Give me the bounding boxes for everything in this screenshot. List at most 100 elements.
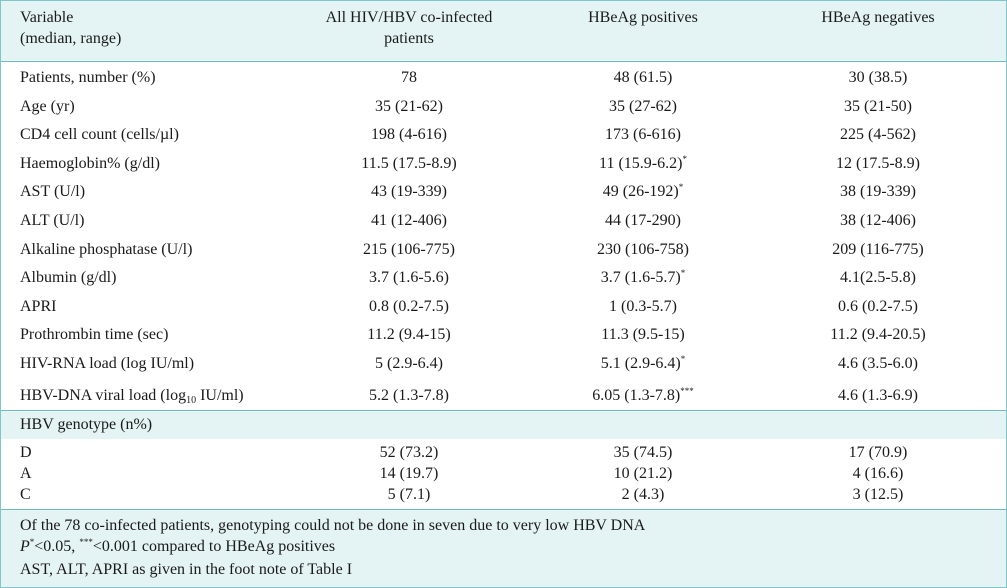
- cell-pos: 6.05 (1.3-7.8)***: [527, 386, 759, 406]
- header-variable-line2: (median, range): [20, 30, 122, 47]
- cell-pos: 48 (61.5): [527, 68, 759, 88]
- table-row: HIV-RNA load (log IU/ml) 5 (2.9-6.4) 5.1 (…: [1, 350, 1006, 378]
- cell-all: 5 (7.1): [387, 486, 431, 503]
- cell-pos: 230 (106-758): [527, 240, 759, 260]
- cell-all: 14 (19.7): [379, 465, 439, 482]
- header-all-line1: All HIV/HBV co-infected: [325, 9, 493, 26]
- row-label: HBV-DNA viral load (log10 IU/ml): [20, 386, 244, 406]
- cell-pos-value: 230 (106-758): [597, 240, 689, 258]
- footnote-abbreviations: AST, ALT, APRI as given in the foot note…: [20, 561, 353, 578]
- footnote-p: P: [20, 538, 30, 555]
- genotype-label: A: [20, 465, 32, 482]
- cell-all: 215 (106-775): [363, 240, 455, 258]
- row-label: APRI: [20, 297, 57, 315]
- cell-pos: 173 (6-616): [527, 125, 759, 145]
- cell-all: 78: [401, 69, 417, 86]
- genotype-row: A 14 (19.7) 10 (21.2) 4 (16.6): [1, 464, 1006, 485]
- cell-neg: 38 (19-339): [840, 183, 916, 201]
- table-row: Age (yr) 35 (21-62) 35 (27-62) 35 (21-50): [1, 93, 1006, 121]
- cell-neg: 17 (70.9): [848, 444, 908, 461]
- table-footnotes: Of the 78 co-infected patients, genotypi…: [1, 510, 1006, 587]
- cell-neg: 12 (17.5-8.9): [836, 154, 920, 172]
- footnote-end: <0.001 compared to HBeAg positives: [92, 538, 336, 555]
- footnote-sup1: *: [29, 537, 35, 547]
- cell-pos-value: 44 (17-290): [605, 212, 681, 229]
- table-row: CD4 cell count (cells/µl) 198 (4-616) 173 …: [1, 121, 1006, 149]
- cell-pos-value: 173 (6-616): [605, 126, 681, 144]
- cell-all: 52 (73.2): [379, 444, 439, 461]
- cell-neg: 30 (38.5): [848, 69, 908, 86]
- row-label: ALT (U/l): [20, 212, 85, 229]
- cell-neg: 209 (116-775): [832, 240, 924, 258]
- cell-all: 11.2 (9.4-15): [367, 326, 451, 344]
- header-hbeag-positives: HBeAg positives: [588, 9, 698, 26]
- table-row: APRI 0.8 (0.2-7.5) 1 (0.3-5.7) 0.6 (0.2-7.5…: [1, 293, 1006, 321]
- cell-pos-value: 49 (26-192): [602, 183, 679, 201]
- footnote-sup2: ***: [79, 537, 93, 547]
- cell-all: 11.5 (17.5-8.9): [361, 154, 457, 172]
- genotype-label: C: [20, 486, 31, 503]
- row-label-subscript: 10: [186, 395, 197, 406]
- significance-marker: *: [680, 268, 686, 279]
- cell-all: 5.2 (1.3-7.8): [369, 387, 449, 404]
- cell-neg: 3 (12.5): [852, 486, 904, 503]
- cell-pos-value: 35 (27-62): [609, 97, 677, 115]
- header-variable-line1: Variable: [20, 9, 74, 26]
- cell-neg: 4.1(2.5-5.8): [840, 269, 916, 287]
- footnote-genotyping: Of the 78 co-infected patients, genotypi…: [20, 517, 646, 534]
- cell-neg: 4 (16.6): [852, 465, 904, 482]
- table-row: Haemoglobin% (g/dl) 11.5 (17.5-8.9) 11 (15…: [1, 150, 1006, 178]
- cell-neg: 225 (4-562): [840, 126, 916, 144]
- row-label-main: HBV-DNA viral load (log: [20, 387, 187, 404]
- cell-all: 0.8 (0.2-7.5): [369, 297, 449, 315]
- genotype-row: C 5 (7.1) 2 (4.3) 3 (12.5): [1, 485, 1006, 506]
- cell-pos-value: 11 (15.9-6.2): [599, 154, 683, 172]
- significance-marker: *: [680, 354, 686, 364]
- table-row: Alkaline phosphatase (U/l) 215 (106-775) 2…: [1, 236, 1006, 264]
- table-row: AST (U/l) 43 (19-339) 49 (26-192)* 38 (19-3…: [1, 178, 1006, 206]
- cell-pos-value: 3.7 (1.6-5.7): [600, 269, 681, 287]
- cell-pos: 1 (0.3-5.7): [527, 297, 759, 317]
- cell-neg: 38 (12-406): [840, 212, 916, 229]
- footnote-mid: <0.05,: [34, 538, 80, 555]
- cell-all: 41 (12-406): [371, 212, 447, 229]
- header-variable: Variable (median, range): [20, 7, 121, 49]
- table-header: Variable (median, range) All HIV/HBV co-…: [1, 1, 1006, 62]
- row-label: Alkaline phosphatase (U/l): [20, 240, 193, 258]
- table-row: Patients, number (%) 78 48 (61.5) 30 (38.5): [1, 64, 1006, 92]
- table-row-hbv-dna: HBV-DNA viral load (log10 IU/ml) 5.2 (1.…: [1, 382, 1006, 410]
- cell-pos: 49 (26-192)*: [527, 182, 759, 202]
- cell-all: 43 (19-339): [371, 183, 447, 201]
- cell-pos-value: 11.3 (9.5-15): [601, 326, 685, 344]
- cell-all: 198 (4-616): [371, 126, 447, 144]
- row-label: Haemoglobin% (g/dl): [20, 154, 160, 172]
- cell-pos-value: 1 (0.3-5.7): [609, 297, 677, 315]
- footnote-significance: P*<0.05, ***<0.001 compared to HBeAg pos…: [20, 537, 335, 557]
- cell-pos: 5.1 (2.9-6.4)*: [527, 354, 759, 374]
- cell-pos: 3.7 (1.6-5.7)*: [527, 268, 759, 288]
- cell-pos: 11 (15.9-6.2)*: [527, 154, 759, 174]
- row-label: Prothrombin time (sec): [20, 326, 169, 344]
- cell-all: 3.7 (1.6-5.6): [369, 269, 449, 287]
- cell-all: 35 (21-62): [375, 97, 443, 115]
- cell-pos: 2 (4.3): [621, 486, 665, 503]
- significance-marker: *: [682, 153, 687, 164]
- table-row: Prothrombin time (sec) 11.2 (9.4-15) 11.3 …: [1, 321, 1006, 349]
- cell-pos: 35 (27-62): [527, 97, 759, 117]
- genotype-rows: D 52 (73.2) 35 (74.5) 17 (70.9) A 14 (19.7) 10…: [1, 439, 1006, 510]
- header-all-line2: patients: [384, 30, 434, 47]
- row-label: Albumin (g/dl): [20, 269, 117, 287]
- cell-neg: 11.2 (9.4-20.5): [830, 326, 926, 344]
- genotype-label: D: [20, 444, 32, 461]
- row-label: HIV-RNA load (log IU/ml): [20, 355, 195, 372]
- cell-pos-value: 5.1 (2.9-6.4): [600, 355, 681, 372]
- row-label-unit: IU/ml): [196, 387, 244, 404]
- cell-pos: 11.3 (9.5-15): [527, 325, 759, 345]
- header-all-patients: All HIV/HBV co-infected patients: [291, 7, 527, 49]
- header-hbeag-negatives: HBeAg negatives: [821, 9, 935, 26]
- significance-marker: *: [678, 182, 684, 193]
- row-label: Age (yr): [20, 97, 75, 115]
- cell-pos-value: 48 (61.5): [613, 69, 673, 86]
- cell-pos-value: 6.05 (1.3-7.8): [592, 387, 681, 404]
